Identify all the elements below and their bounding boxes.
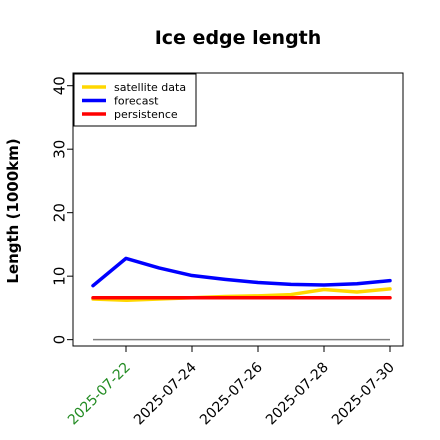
legend-label: persistence [114, 108, 178, 121]
y-tick-label: 30 [50, 140, 68, 159]
plot-frame [72, 72, 404, 347]
chart-title: Ice edge length [155, 27, 322, 49]
y-axis: 0 10 20 30 40 [50, 76, 73, 344]
series-line-forecast [91, 256, 392, 288]
y-tick-label: 40 [50, 76, 68, 95]
y-tick-label: 10 [50, 267, 68, 286]
y-axis-label: Length (1000km) [4, 138, 22, 283]
series-lines [91, 256, 392, 303]
y-tick-label: 20 [50, 203, 68, 222]
x-tick-label: 2025-07-22 [65, 360, 134, 429]
x-tick-label: 2025-07-30 [329, 360, 398, 429]
legend-label: forecast [114, 95, 159, 108]
x-tick-label: 2025-07-28 [263, 360, 332, 429]
x-tick-label: 2025-07-24 [131, 359, 200, 428]
x-tick-label: 2025-07-26 [197, 359, 266, 428]
legend-label: satellite data [114, 81, 186, 94]
y-tick-label: 0 [50, 335, 68, 345]
x-axis: 2025-07-222025-07-242025-07-262025-07-28… [65, 346, 398, 428]
